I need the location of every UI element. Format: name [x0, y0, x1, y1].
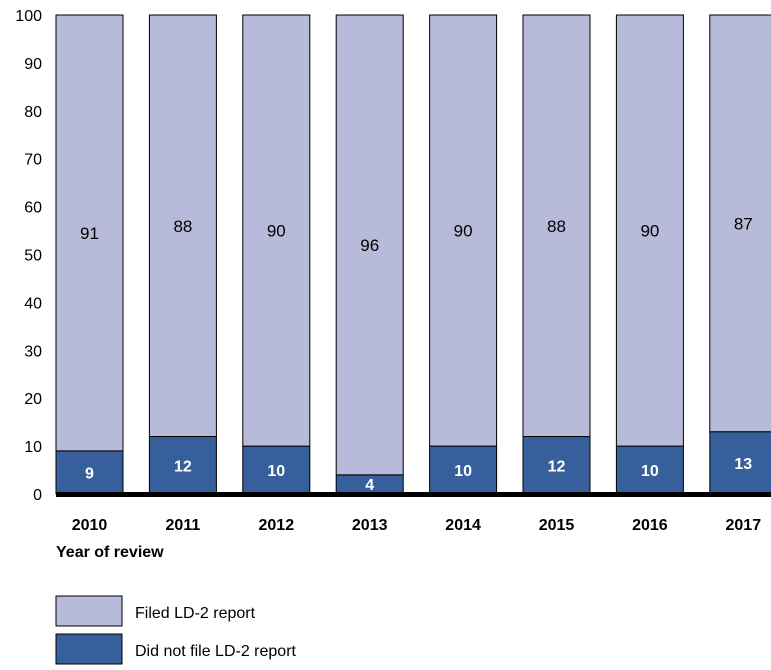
data-label-did-not-file: 12 — [548, 458, 566, 475]
y-tick-label: 30 — [24, 343, 42, 360]
bar-segment-did-not-file — [615, 445, 684, 495]
bar-segment-filed — [522, 14, 591, 438]
legend-swatch — [55, 595, 123, 627]
y-tick-label: 70 — [24, 152, 42, 169]
bar-segment-filed — [242, 14, 311, 447]
data-label-filed: 90 — [640, 222, 659, 241]
legend-swatch — [55, 633, 123, 665]
x-axis-title: Year of review — [56, 544, 164, 561]
data-label-filed: 88 — [547, 217, 566, 236]
y-tick-label: 0 — [33, 487, 42, 504]
bar-value-labels: 91 9 88 12 90 10 96 4 90 10 88 12 90 10 87 13 — [80, 214, 753, 494]
y-tick-label: 60 — [24, 200, 42, 217]
legend-label: Did not file LD-2 report — [135, 643, 297, 660]
bar-segment-did-not-file — [429, 445, 498, 495]
x-tick-label: 2013 — [352, 517, 388, 534]
y-tick-label: 80 — [24, 104, 42, 121]
legend: Filed LD-2 report Did not file LD-2 repor… — [55, 595, 297, 665]
data-label-filed: 90 — [454, 222, 473, 241]
y-axis-ticks: 0 10 20 30 40 50 60 70 80 90 100 — [15, 8, 42, 504]
data-label-filed: 87 — [734, 214, 753, 233]
data-label-did-not-file: 10 — [641, 463, 659, 480]
legend-label: Filed LD-2 report — [135, 605, 256, 622]
y-tick-label: 40 — [24, 295, 42, 312]
y-tick-label: 20 — [24, 391, 42, 408]
bar-segment-did-not-file — [55, 450, 124, 495]
bar-segment-filed — [335, 14, 404, 476]
bar-segment-filed — [429, 14, 498, 447]
y-tick-label: 100 — [15, 8, 42, 25]
bar-segment-filed — [615, 14, 684, 447]
bars-group — [55, 14, 771, 495]
bar-segment-filed — [148, 14, 217, 438]
data-label-filed: 88 — [173, 217, 192, 236]
data-label-filed: 91 — [80, 224, 99, 243]
bar-segment-filed — [55, 14, 124, 452]
data-label-did-not-file: 9 — [85, 465, 94, 482]
y-tick-label: 50 — [24, 248, 42, 265]
data-label-filed: 96 — [360, 236, 379, 255]
x-tick-label: 2017 — [726, 517, 762, 534]
x-tick-label: 2011 — [166, 517, 201, 534]
x-tick-label: 2010 — [72, 517, 108, 534]
data-label-did-not-file: 13 — [734, 456, 752, 473]
bar-segment-filed — [709, 14, 771, 433]
data-label-filed: 90 — [267, 222, 286, 241]
y-tick-label: 10 — [24, 439, 42, 456]
x-axis-baseline — [56, 492, 771, 497]
data-label-did-not-file: 10 — [267, 463, 285, 480]
x-tick-label: 2016 — [632, 517, 668, 534]
x-axis-ticks: 2010 2011 2012 2013 2014 2015 2016 2017 — [72, 517, 761, 534]
data-label-did-not-file: 12 — [174, 458, 192, 475]
x-tick-label: 2012 — [259, 517, 295, 534]
data-label-did-not-file: 4 — [365, 477, 374, 494]
y-tick-label: 90 — [24, 56, 42, 73]
data-label-did-not-file: 10 — [454, 463, 472, 480]
x-tick-label: 2015 — [539, 517, 575, 534]
x-tick-label: 2014 — [445, 517, 481, 534]
